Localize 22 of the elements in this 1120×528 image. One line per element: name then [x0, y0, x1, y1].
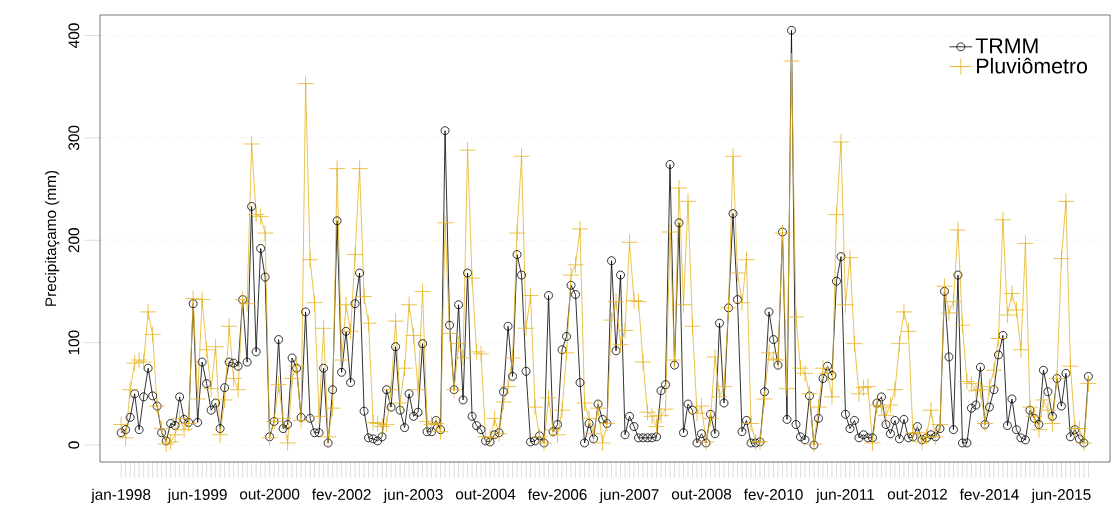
- x-tick-label: fev-2006: [527, 488, 587, 500]
- y-tick-label: 200: [68, 228, 80, 253]
- y-tick-label: 100: [68, 330, 80, 355]
- x-tick-label: fev-2014: [959, 488, 1019, 500]
- x-tick-label: jan-1998: [90, 488, 151, 503]
- y-tick-label: 0: [68, 441, 80, 449]
- y-tick-label: 300: [68, 125, 80, 151]
- x-tick-label: jun-2003: [383, 488, 443, 503]
- x-tick-label: out-2004: [455, 488, 516, 500]
- x-tick-label: fev-2010: [743, 488, 803, 500]
- legend-label: TRMM: [975, 38, 1038, 54]
- x-tick-label: out-2008: [671, 488, 732, 500]
- x-tick-label: out-2000: [239, 488, 300, 500]
- x-tick-label: out-2012: [887, 488, 947, 500]
- x-tick-label: jun-2015: [1031, 488, 1091, 503]
- legend-label: Pluviômetro: [977, 57, 1088, 74]
- y-tick-label: 400: [68, 23, 80, 48]
- x-tick-label: jun-2011: [815, 488, 874, 503]
- x-tick-label: fev-2002: [311, 488, 371, 500]
- x-tick-label: jun-2007: [599, 488, 659, 503]
- y-axis-title: Precipitaçamo (mm): [44, 170, 60, 306]
- x-tick-label: jun-1999: [167, 488, 227, 503]
